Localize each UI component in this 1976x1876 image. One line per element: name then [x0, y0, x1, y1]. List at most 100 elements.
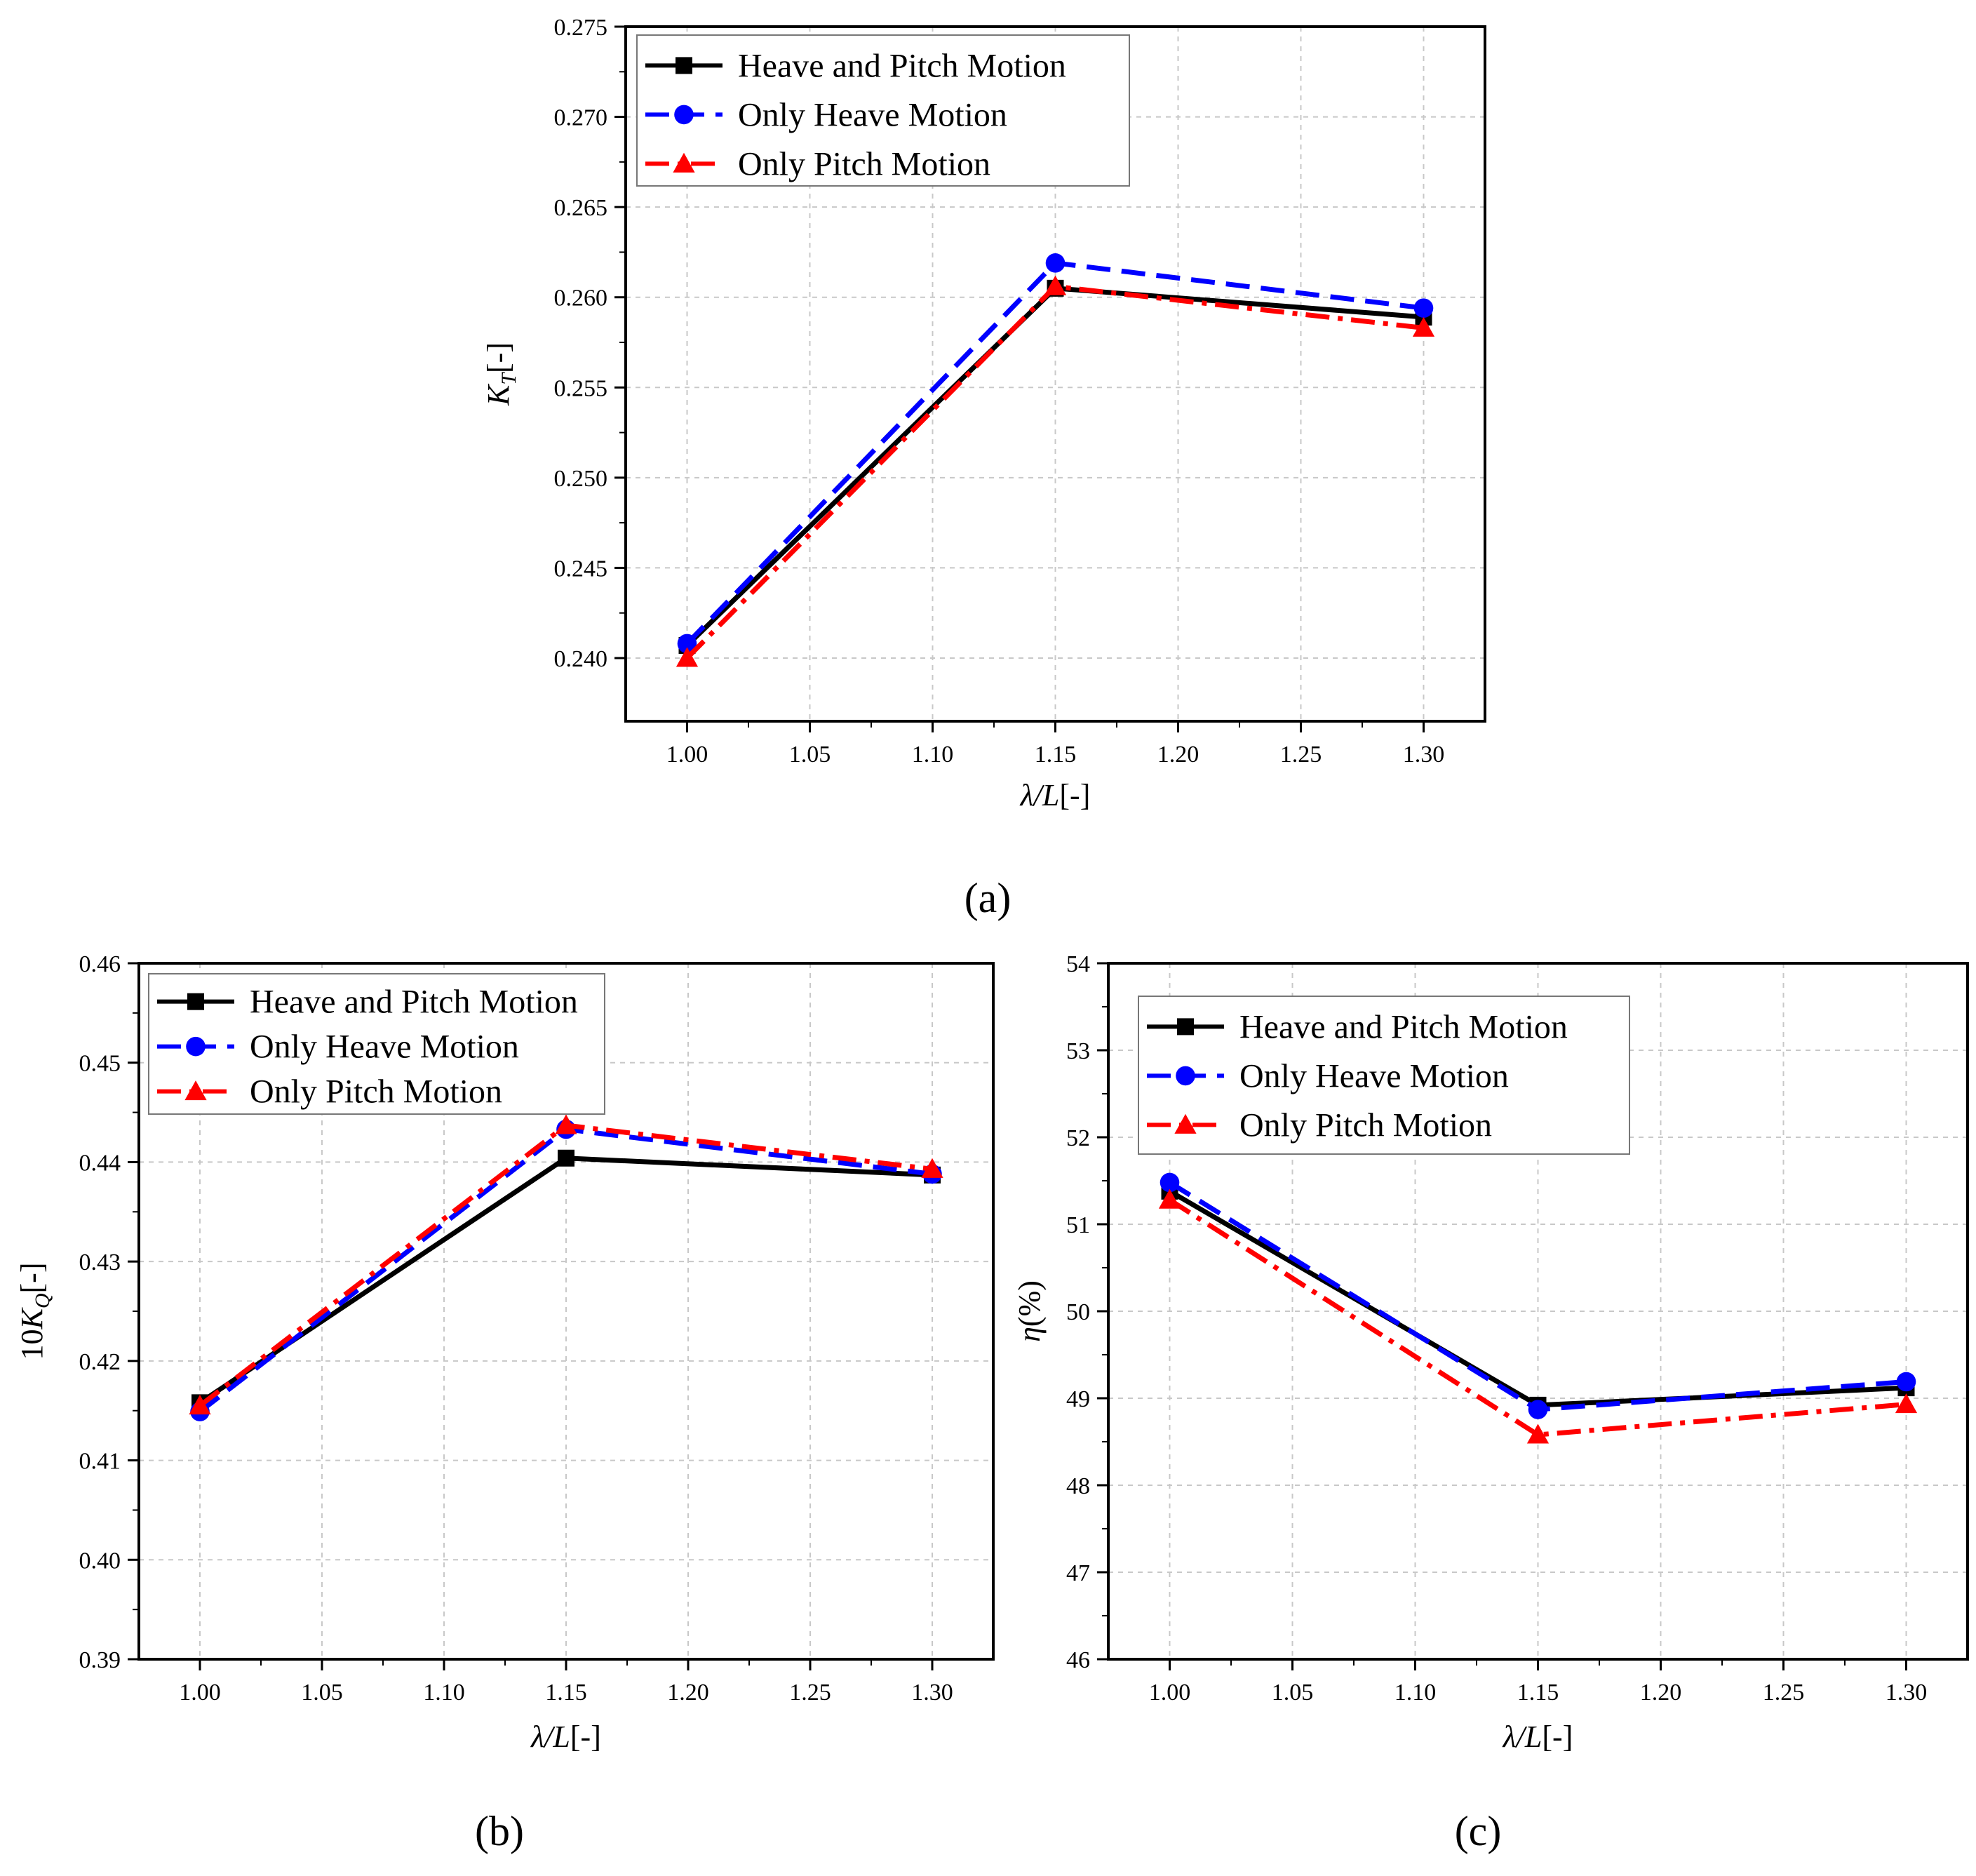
legend-label: Only Heave Motion — [250, 1029, 519, 1066]
panel-label-b: (b) — [475, 1808, 524, 1854]
series-line — [198, 1123, 933, 1408]
panel-a-chart: 1.00 1.05 1.10 1.15 1.20 1.25 1.30 0.240 0.245 0.… — [481, 15, 1486, 812]
x-tick-label: 1.10 — [1394, 1680, 1437, 1706]
y-tick-label: 47 — [1066, 1560, 1090, 1586]
data-point — [1412, 316, 1435, 337]
y-tick-label: 0.42 — [79, 1349, 121, 1375]
x-axis-title: λ/L[-] — [530, 1720, 601, 1754]
y-tick-label: 0.265 — [554, 195, 608, 221]
x-tick-label: 1.15 — [545, 1680, 587, 1706]
x-axis-title: λ/L[-] — [1502, 1720, 1573, 1754]
legend-label: Heave and Pitch Motion — [738, 47, 1066, 84]
x-tick-label: 1.00 — [179, 1680, 221, 1706]
y-tick-label: 0.44 — [79, 1150, 121, 1176]
legend-marker — [1174, 1113, 1197, 1134]
y-tick-label: 50 — [1066, 1299, 1090, 1325]
data-point — [1160, 1172, 1180, 1193]
panel-c-chart: 1.00 1.05 1.10 1.15 1.20 1.25 1.30 46 47 48 49 50 51… — [1012, 951, 1969, 1754]
y-axis-title: KT[-] — [481, 342, 520, 406]
x-tick-label: 1.05 — [789, 742, 831, 768]
legend: Heave and Pitch Motion Only Heave Motion O… — [148, 973, 605, 1115]
x-tick-label: 1.05 — [301, 1680, 343, 1706]
legend-marker — [676, 57, 692, 74]
x-tick-label: 1.20 — [667, 1680, 709, 1706]
legend-marker — [1176, 1066, 1195, 1086]
y-tick-label: 0.260 — [554, 286, 608, 311]
y-tick-label: 0.39 — [79, 1647, 121, 1673]
y-tick-label: 0.245 — [554, 556, 608, 582]
x-tick-label: 1.30 — [911, 1680, 953, 1706]
legend: Heave and Pitch Motion Only Heave Motion O… — [1138, 996, 1630, 1155]
x-tick-label: 1.20 — [1640, 1680, 1682, 1706]
x-tick-label: 1.15 — [1517, 1680, 1559, 1706]
y-tick-label: 51 — [1066, 1212, 1090, 1238]
y-tick-label: 53 — [1066, 1038, 1090, 1064]
y-tick-label: 0.275 — [554, 15, 608, 41]
legend-marker — [186, 1036, 206, 1057]
data-point — [1896, 1372, 1916, 1392]
y-tick-label: 0.255 — [554, 375, 608, 401]
x-tick-label: 1.25 — [789, 1680, 831, 1706]
legend-label: Heave and Pitch Motion — [250, 984, 578, 1021]
y-tick-label: 0.43 — [79, 1249, 121, 1275]
y-tick-label: 0.270 — [554, 105, 608, 131]
data-point — [1044, 275, 1067, 295]
series-only-heave-motion — [1160, 1172, 1916, 1419]
data-point — [558, 1149, 574, 1167]
legend-box — [636, 34, 1130, 187]
y-tick-label: 0.46 — [79, 951, 121, 977]
legend-label: Heave and Pitch Motion — [1239, 1008, 1568, 1045]
series-only-pitch-motion — [189, 1114, 943, 1415]
x-tick-label: 1.25 — [1763, 1680, 1805, 1706]
legend-marker — [1177, 1018, 1194, 1036]
x-tick-label: 1.05 — [1272, 1680, 1314, 1706]
panel-b-chart: 1.00 1.05 1.10 1.15 1.20 1.25 1.30 0.39 0.40 0.41… — [15, 951, 995, 1754]
data-point — [677, 634, 697, 654]
x-tick-label: 1.30 — [1886, 1680, 1928, 1706]
panel-label-c: (c) — [1455, 1808, 1502, 1854]
series-only-pitch-motion — [676, 275, 1435, 667]
data-point — [1526, 1423, 1550, 1444]
legend-label: Only Heave Motion — [738, 96, 1007, 133]
y-tick-label: 46 — [1066, 1647, 1090, 1673]
data-point — [189, 1395, 211, 1415]
legend-label: Only Pitch Motion — [1239, 1106, 1492, 1144]
legend: Heave and Pitch Motion Only Heave Motion O… — [636, 34, 1130, 187]
data-point — [1045, 253, 1066, 273]
legend-marker — [673, 152, 695, 173]
panel-label-a: (a) — [965, 875, 1011, 921]
gridlines — [626, 27, 1485, 721]
legend-label: Only Heave Motion — [1239, 1057, 1509, 1094]
y-tick-label: 0.45 — [79, 1051, 121, 1077]
y-tick-label: 54 — [1066, 951, 1090, 977]
legend-label: Only Pitch Motion — [250, 1073, 502, 1111]
series-only-heave-motion — [677, 253, 1434, 654]
y-tick-label: 0.41 — [79, 1449, 121, 1475]
series-only-pitch-motion — [1158, 1188, 1918, 1444]
y-tick-label: 49 — [1066, 1386, 1090, 1412]
data-point — [555, 1114, 577, 1134]
x-tick-label: 1.25 — [1280, 742, 1322, 768]
data-point — [1158, 1188, 1181, 1209]
data-point — [921, 1158, 943, 1178]
legend-marker — [184, 1080, 207, 1101]
legend-label: Only Pitch Motion — [738, 145, 990, 182]
series-line — [1168, 1198, 1907, 1438]
data-point — [676, 647, 699, 667]
legend-marker — [674, 105, 694, 125]
data-point — [1528, 1400, 1548, 1419]
y-tick-label: 48 — [1066, 1473, 1090, 1499]
x-tick-label: 1.10 — [423, 1680, 465, 1706]
data-point — [1413, 298, 1434, 318]
y-tick-label: 0.40 — [79, 1548, 121, 1574]
data-point — [1895, 1393, 1918, 1414]
x-tick-label: 1.00 — [1149, 1680, 1191, 1706]
legend-marker — [187, 993, 204, 1010]
x-tick-label: 1.00 — [666, 742, 708, 768]
y-tick-label: 0.250 — [554, 466, 608, 492]
y-axis-title: 10KQ[-] — [15, 1263, 54, 1360]
y-tick-label: 0.240 — [554, 646, 608, 672]
x-axis-title: λ/L[-] — [1019, 778, 1091, 812]
x-tick-label: 1.10 — [912, 742, 954, 768]
